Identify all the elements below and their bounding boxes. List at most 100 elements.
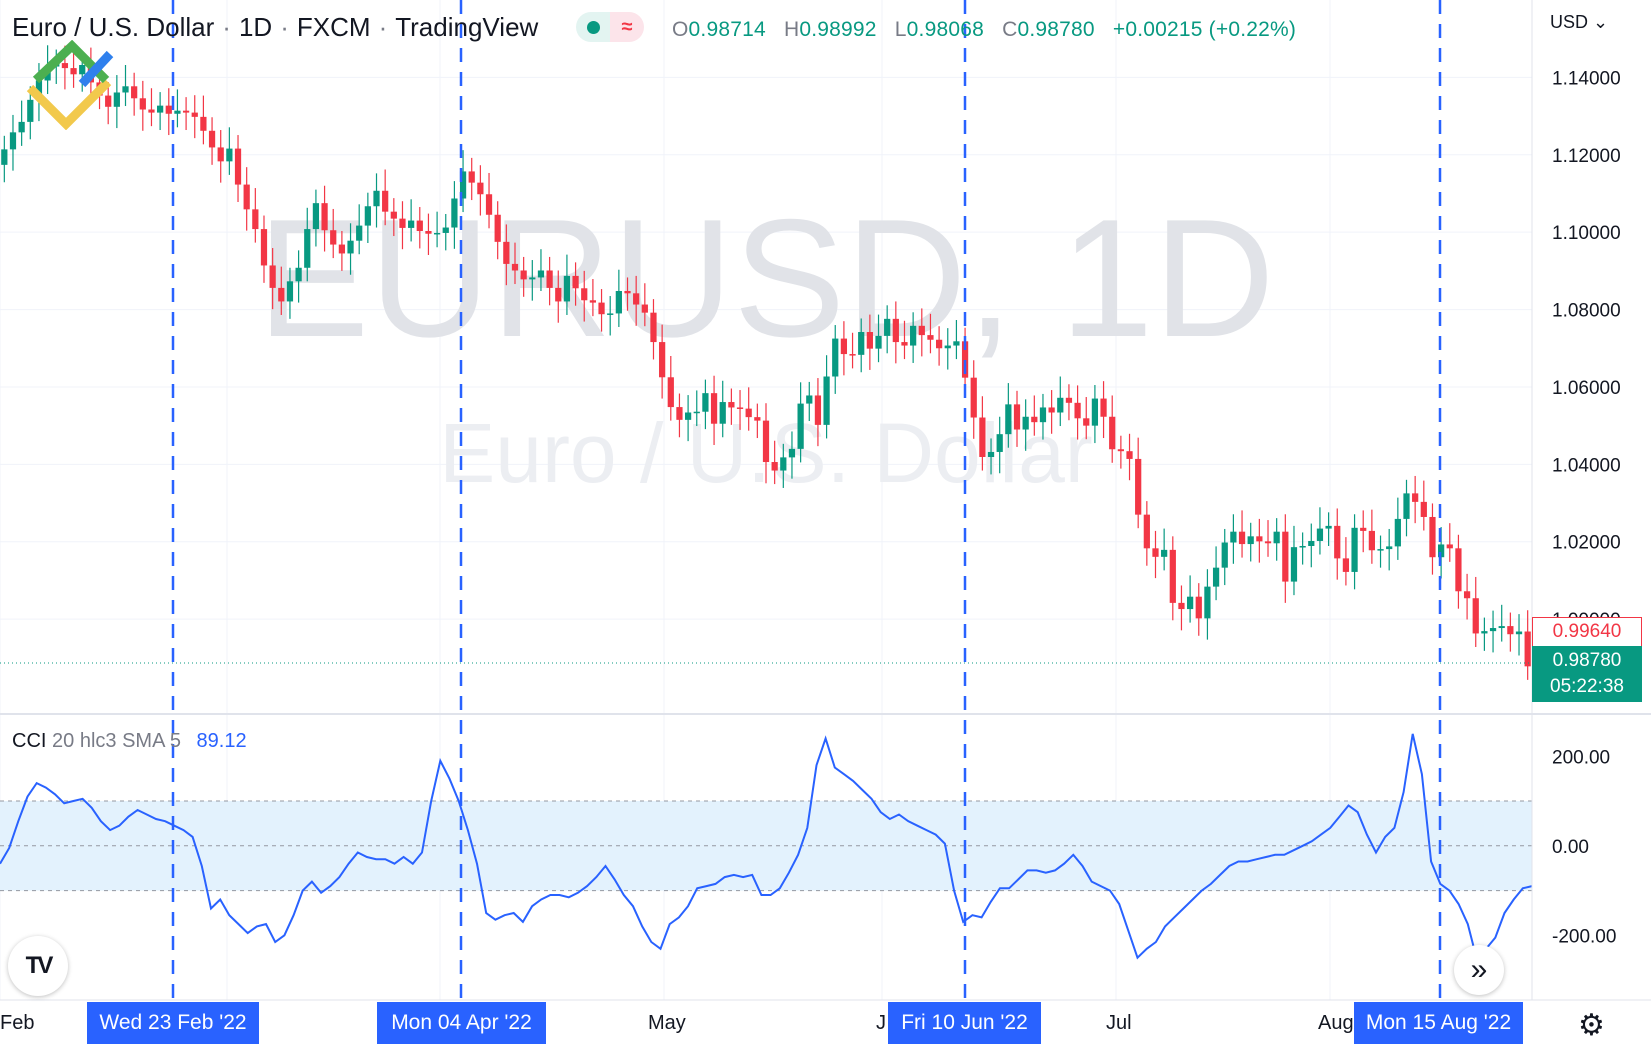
candle-body bbox=[1412, 493, 1419, 502]
candle-body bbox=[1264, 541, 1272, 544]
date-flag-feb[interactable]: Wed 23 Feb '22 bbox=[87, 1002, 259, 1044]
candle-body bbox=[1446, 544, 1453, 549]
price-tick-6: 1.02000 bbox=[1552, 533, 1621, 554]
candle-body bbox=[1360, 527, 1367, 531]
candle-body bbox=[234, 148, 242, 185]
candle-body bbox=[866, 332, 873, 349]
candle-body bbox=[105, 95, 112, 107]
candle-body bbox=[191, 112, 198, 117]
candle-body bbox=[797, 403, 804, 449]
candle-body bbox=[788, 448, 796, 458]
date-flag-aug[interactable]: Mon 15 Aug '22 bbox=[1354, 1002, 1523, 1044]
candle-body bbox=[633, 293, 640, 305]
candle-body bbox=[1308, 540, 1315, 546]
candle-body bbox=[702, 393, 709, 412]
chevron-down-icon: ⌄ bbox=[1593, 12, 1609, 32]
candle-body bbox=[754, 417, 761, 421]
candle-body bbox=[1221, 542, 1228, 568]
last-price-value: 0.98780 bbox=[1552, 650, 1622, 671]
candle-body bbox=[1100, 398, 1107, 417]
candle-body bbox=[252, 209, 259, 230]
candle-body bbox=[139, 98, 146, 110]
chevron-double-right-icon[interactable]: » bbox=[1454, 945, 1504, 995]
tv-logo-icon[interactable]: TV bbox=[8, 936, 68, 996]
candle-body bbox=[927, 335, 934, 340]
candle-body bbox=[1498, 626, 1505, 629]
low-value: 0.98068 bbox=[906, 18, 984, 41]
candle-body bbox=[1161, 549, 1168, 557]
candle-body bbox=[529, 277, 536, 280]
candle-body bbox=[624, 290, 631, 294]
currency-selector[interactable]: USD ⌄ bbox=[1550, 12, 1608, 33]
candle-body bbox=[1083, 418, 1090, 426]
candle-body bbox=[399, 218, 406, 228]
candle-body bbox=[996, 434, 1003, 452]
candle-body bbox=[1013, 404, 1021, 430]
open-value: 0.98714 bbox=[688, 18, 766, 41]
candle-body bbox=[382, 190, 389, 212]
candle-body bbox=[849, 354, 856, 356]
gear-icon[interactable]: ⚙ bbox=[1578, 1009, 1605, 1042]
candle-body bbox=[615, 290, 622, 314]
candle-body bbox=[1117, 449, 1124, 452]
cci-value: 89.12 bbox=[196, 730, 247, 752]
cci-tick-1: 0.00 bbox=[1552, 837, 1589, 858]
candle-body bbox=[1403, 493, 1410, 519]
candle-body bbox=[944, 345, 951, 349]
cci-legend[interactable]: CCI 20 hlc3 SMA 5 89.12 bbox=[12, 730, 247, 753]
candle-body bbox=[1022, 416, 1029, 430]
candle-body bbox=[131, 86, 138, 99]
candle-body bbox=[364, 206, 371, 226]
candle-body bbox=[728, 402, 735, 408]
month-label-jun: J bbox=[876, 1012, 886, 1034]
price-axis: 1.14000 1.12000 1.10000 1.08000 1.06000 1.040… bbox=[1552, 68, 1621, 631]
candle-body bbox=[243, 184, 250, 210]
candle-body bbox=[1212, 567, 1220, 587]
candle-body bbox=[165, 105, 172, 114]
candle-body bbox=[304, 229, 311, 268]
candle-body bbox=[148, 109, 155, 113]
symbol-header[interactable]: Euro / U.S. Dollar · 1D · FXCM · TradingView bbox=[12, 12, 539, 42]
market-status-badge[interactable]: ≈ bbox=[576, 12, 644, 42]
symbol-name: Euro / U.S. Dollar bbox=[12, 12, 215, 42]
candle-body bbox=[1031, 416, 1038, 423]
candle-body bbox=[269, 265, 276, 288]
candle-body bbox=[1109, 416, 1116, 450]
candle-body bbox=[1273, 531, 1280, 544]
candle-body bbox=[1039, 407, 1047, 423]
candle-body bbox=[330, 230, 337, 245]
cci-tick-0: 200.00 bbox=[1552, 747, 1610, 768]
candle-body bbox=[157, 105, 164, 113]
candle-body bbox=[200, 116, 207, 131]
candle-body bbox=[676, 407, 683, 420]
candle-body bbox=[910, 325, 917, 346]
candle-body bbox=[1377, 549, 1384, 551]
date-flag-apr[interactable]: Mon 04 Apr '22 bbox=[377, 1002, 546, 1044]
candle-body bbox=[814, 395, 822, 425]
date-flag-jun[interactable]: Fri 10 Jun '22 bbox=[888, 1002, 1041, 1044]
candle-body bbox=[875, 335, 882, 349]
candle-body bbox=[1325, 525, 1332, 529]
cci-name: CCI bbox=[12, 730, 47, 752]
candle-body bbox=[1074, 402, 1081, 419]
candle-body bbox=[598, 302, 605, 315]
candle-body bbox=[1438, 544, 1445, 558]
candle-body bbox=[18, 121, 25, 133]
candle-body bbox=[1204, 586, 1211, 619]
price-tick-1: 1.12000 bbox=[1552, 146, 1621, 167]
candle-body bbox=[390, 211, 397, 219]
candle-body bbox=[762, 420, 770, 463]
candle-body bbox=[174, 110, 181, 114]
candle-body bbox=[1057, 397, 1064, 413]
market-open-icon[interactable] bbox=[576, 12, 610, 42]
cci-params: 20 hlc3 SMA 5 bbox=[52, 730, 181, 752]
candle-body bbox=[1282, 531, 1289, 582]
wave-icon[interactable]: ≈ bbox=[610, 12, 644, 42]
candle-body bbox=[1169, 549, 1176, 603]
candle-body bbox=[650, 312, 657, 343]
candle-body bbox=[321, 203, 328, 231]
candle-body bbox=[113, 92, 120, 107]
exchange-label: FXCM bbox=[296, 12, 371, 42]
candle-body bbox=[356, 225, 363, 241]
